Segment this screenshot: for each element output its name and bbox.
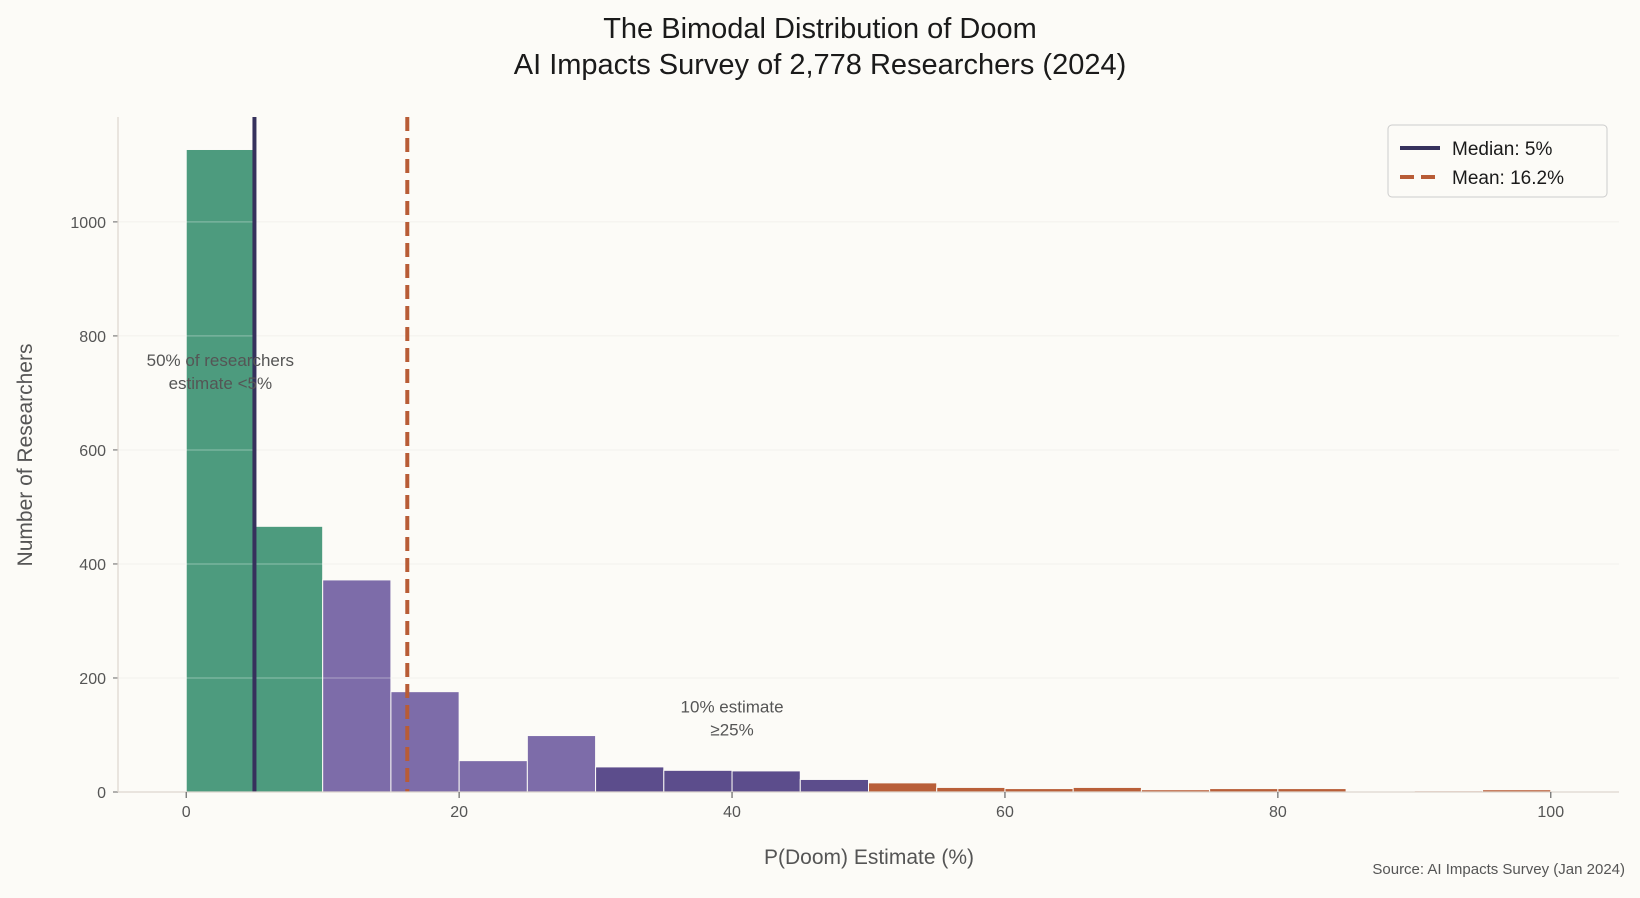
chart-title: The Bimodal Distribution of Doom: [603, 13, 1037, 45]
histogram-bar: [185, 148, 255, 793]
legend-label: Median: 5%: [1452, 139, 1552, 160]
x-axis-label: P(Doom) Estimate (%): [764, 846, 974, 869]
x-tick-label: 40: [723, 804, 741, 821]
histogram-bar: [595, 766, 665, 793]
y-tick-label: 1000: [70, 215, 106, 232]
histogram-bar: [253, 525, 324, 793]
annotation-text: 10% estimate: [681, 697, 784, 716]
histogram-bar: [526, 735, 597, 793]
source-note: Source: AI Impacts Survey (Jan 2024): [1372, 861, 1625, 878]
annotation-text: 50% of researchers: [147, 351, 294, 370]
x-tick-label: 20: [450, 804, 468, 821]
x-tick-label: 60: [996, 804, 1014, 821]
histogram-bar: [799, 778, 869, 793]
y-tick-label: 0: [97, 785, 106, 802]
histogram-bar: [868, 782, 938, 793]
histogram-bar: [458, 760, 528, 793]
histogram-bar: [390, 691, 460, 793]
histogram-bar: [1072, 786, 1142, 793]
histogram-bar: [322, 579, 392, 793]
x-tick-label: 80: [1269, 804, 1287, 821]
y-tick-label: 400: [79, 557, 106, 574]
y-tick-label: 600: [79, 443, 106, 460]
legend-label: Mean: 16.2%: [1452, 168, 1564, 189]
histogram-bar: [731, 770, 801, 793]
annotation-text: estimate <5%: [169, 374, 272, 393]
legend: Median: 5% Mean: 16.2%: [1387, 124, 1608, 198]
y-tick-label: 200: [79, 671, 106, 688]
annotation-text: ≥25%: [710, 720, 753, 739]
y-tick-label: 800: [79, 329, 106, 346]
histogram-bar: [663, 769, 733, 793]
x-tick-label: 0: [182, 804, 191, 821]
x-tick-label: 100: [1537, 804, 1564, 821]
chart-subtitle: AI Impacts Survey of 2,778 Researchers (…: [514, 49, 1127, 81]
y-axis-label: Number of Researchers: [14, 344, 37, 567]
histogram-bar: [936, 786, 1006, 793]
legend-box: [1387, 124, 1608, 198]
